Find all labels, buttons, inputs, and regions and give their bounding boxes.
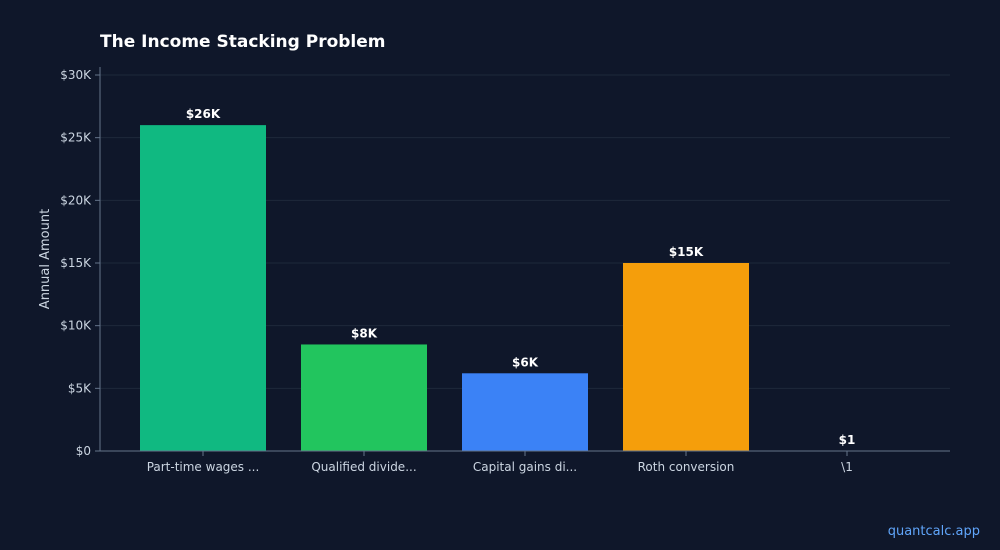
y-tick-label: $10K xyxy=(60,319,92,333)
bar xyxy=(140,125,266,451)
data-label: $1 xyxy=(839,433,856,447)
bars xyxy=(140,125,910,451)
y-tick-label: $25K xyxy=(60,131,92,145)
x-tick-label: \1 xyxy=(841,460,853,474)
data-label: $6K xyxy=(512,355,539,369)
labels: $0 $5K $10K $15K $20K $25K $30K $26K Part-time w… xyxy=(60,68,855,474)
y-axis-title: Annual Amount xyxy=(38,209,53,309)
axes xyxy=(95,67,950,456)
x-tick-label: Qualified divide... xyxy=(311,460,416,474)
watermark: quantcalc.app xyxy=(887,524,980,539)
data-label: $8K xyxy=(351,326,378,340)
data-label: $15K xyxy=(669,245,704,259)
y-tick-label: $30K xyxy=(60,68,92,82)
bar xyxy=(301,344,427,451)
y-tick-label: $20K xyxy=(60,193,92,207)
x-tick-label: Roth conversion xyxy=(638,460,735,474)
y-tick-label: $5K xyxy=(68,381,92,395)
bar xyxy=(623,263,749,451)
data-label: $26K xyxy=(186,107,221,121)
x-tick-label: Part-time wages ... xyxy=(147,460,260,474)
chart-title: The Income Stacking Problem xyxy=(100,32,386,52)
y-tick-label: $0 xyxy=(76,444,91,458)
bar xyxy=(462,373,588,451)
y-tick-label: $15K xyxy=(60,256,92,270)
x-tick-label: Capital gains di... xyxy=(473,460,577,474)
